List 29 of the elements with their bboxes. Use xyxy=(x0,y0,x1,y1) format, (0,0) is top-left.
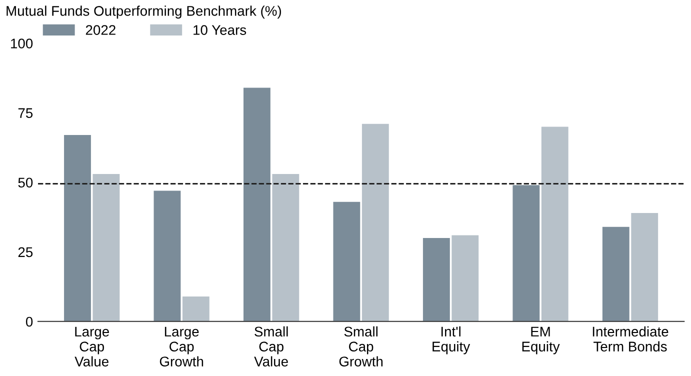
legend-label: 10 Years xyxy=(194,25,246,35)
x-tick-label: Large Cap Value xyxy=(74,326,109,366)
bar xyxy=(182,296,210,322)
y-tick-label: 75 xyxy=(18,108,33,118)
bar xyxy=(452,235,479,322)
bar xyxy=(272,174,300,322)
y-tick-label: 100 xyxy=(11,38,33,48)
bar xyxy=(64,135,91,322)
bar xyxy=(362,124,389,322)
bar xyxy=(512,185,540,322)
bar xyxy=(92,174,120,322)
x-tick-label: EM Equity xyxy=(522,326,560,354)
x-tick-label: Small Cap Growth xyxy=(339,326,383,366)
x-tick-label: Small Cap Value xyxy=(254,326,288,366)
y-tick-label: 25 xyxy=(18,247,33,258)
bar xyxy=(602,226,630,322)
y-tick-label: 50 xyxy=(18,178,33,188)
chart-title: Mutual Funds Outperforming Benchmark (%) xyxy=(6,6,282,19)
x-tick-label: Intermediate Term Bonds xyxy=(592,326,668,352)
legend-label: 2022 xyxy=(86,25,116,35)
x-tick-label: Int'l Equity xyxy=(432,326,470,354)
y-tick-label: 0 xyxy=(26,316,33,327)
bar xyxy=(154,190,181,322)
bar xyxy=(631,212,658,322)
bar xyxy=(541,126,568,322)
bar xyxy=(333,202,360,322)
bar xyxy=(422,238,450,322)
bar xyxy=(243,88,270,322)
x-tick-label: Large Cap Growth xyxy=(160,326,204,366)
